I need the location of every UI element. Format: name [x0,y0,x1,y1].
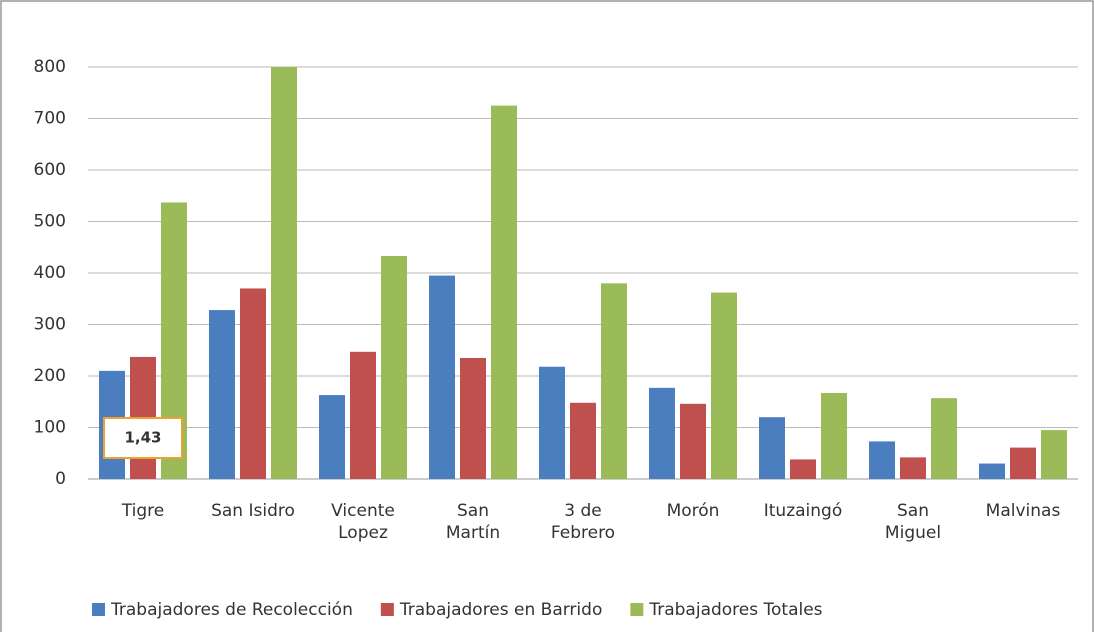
annotation: 1,43 [124,429,161,447]
bar [680,403,706,479]
y-tick-label: 200 [34,366,66,386]
y-tick-label: 100 [34,418,66,438]
legend-swatch [92,603,105,616]
y-tick-label: 400 [34,263,66,283]
x-tick-label: Ituzaingó [764,501,842,521]
bar [539,366,565,479]
bar [271,67,297,479]
bar [350,351,376,479]
x-tick-label: San Miguel [885,501,941,543]
x-tick-label: San Martín [446,501,500,543]
x-tick-label: Vicente Lopez [331,501,395,543]
bar [931,398,957,479]
y-tick-label: 300 [34,315,66,335]
legend-label: Trabajadores Totales [648,600,822,620]
bar [821,392,847,479]
legend-swatch [630,603,644,616]
annotation-box [103,417,183,459]
bar [979,463,1005,479]
bar [601,283,627,479]
bar [381,256,407,479]
x-tick-label: Malvinas [986,501,1061,521]
bar [429,275,455,479]
bar [869,441,895,479]
y-tick-label: 600 [34,160,66,180]
bar [1041,430,1067,479]
x-tick-label: San Isidro [211,501,295,521]
y-tick-label: 0 [55,469,66,489]
bar [240,288,266,479]
x-tick-label: Morón [667,501,720,521]
y-tick-label: 800 [34,57,66,77]
y-tick-label: 500 [34,212,66,232]
bar [1010,447,1036,479]
bar [649,387,675,479]
bar [790,459,816,479]
legend-swatch [380,603,394,616]
x-tick-label: 3 de Febrero [551,501,615,543]
bar [570,402,596,479]
bar [711,292,737,479]
legend-label: Trabajadores de Recolección [110,600,353,620]
bar [209,310,235,479]
bar [319,395,345,479]
bar [460,357,486,479]
legend-label: Trabajadores en Barrido [399,600,602,620]
y-tick-label: 700 [34,109,66,129]
bar [491,105,517,479]
x-tick-label: Tigre [121,501,164,521]
bar [759,417,785,479]
bar [900,457,926,479]
